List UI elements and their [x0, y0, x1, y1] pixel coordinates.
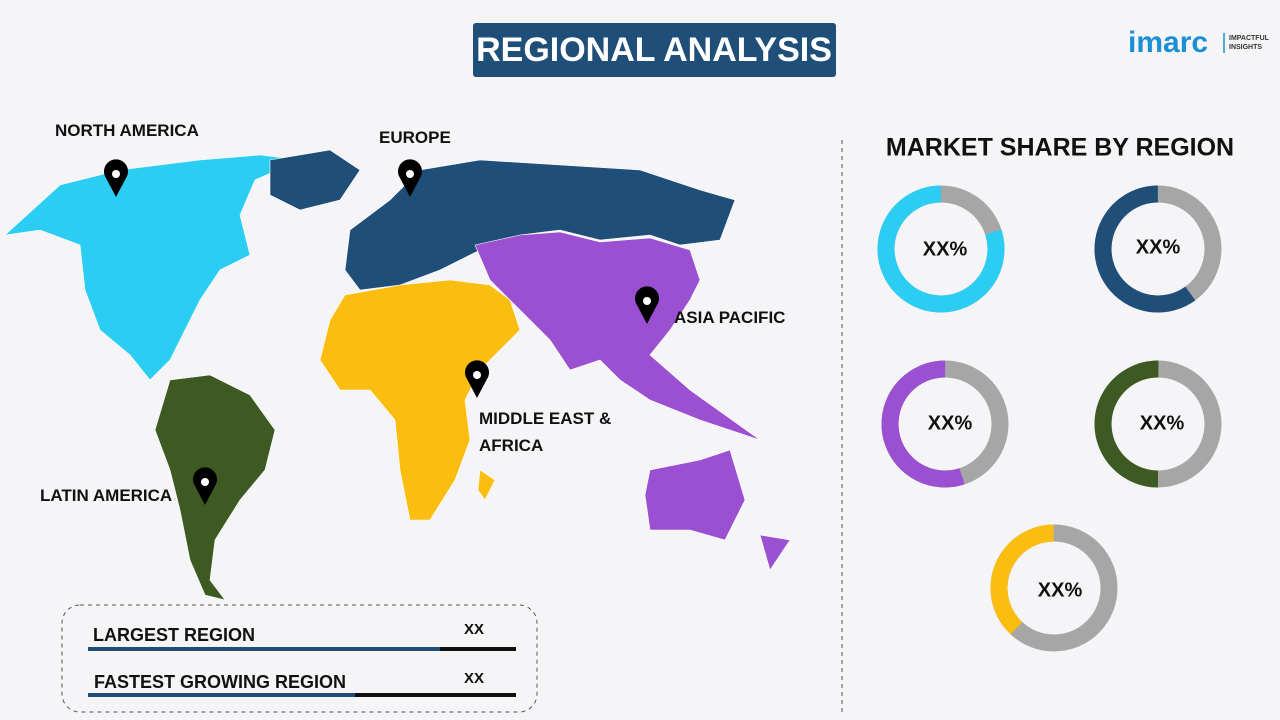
region-label: LATIN AMERICA	[40, 486, 172, 505]
north-america-shape	[4, 154, 302, 381]
asia-pacific-shape	[474, 231, 791, 571]
world-map	[4, 149, 791, 601]
middle-east-africa-shape	[319, 279, 521, 521]
summary-value: XX	[464, 621, 484, 638]
latin-america-shape	[154, 374, 276, 601]
donut-arc	[881, 360, 1009, 488]
pin	[464, 360, 489, 398]
pin	[397, 159, 422, 197]
region-label: NORTH AMERICA	[55, 121, 199, 140]
region-label: EUROPE	[379, 128, 451, 147]
summary-value: XX	[464, 670, 484, 687]
pin	[193, 467, 217, 505]
summary-label: FASTEST GROWING REGION	[94, 672, 346, 692]
donut-label: XX%	[923, 238, 968, 260]
logo-tagline: IMPACTFUL	[1229, 35, 1270, 42]
section-title: MARKET SHARE BY REGION	[886, 134, 1234, 162]
logo: imarc	[1128, 26, 1208, 59]
region-label: ASIA PACIFIC	[674, 308, 785, 327]
donut-label: XX%	[1136, 236, 1181, 258]
map-pins	[104, 159, 659, 505]
summary-label: LARGEST REGION	[93, 625, 255, 645]
donut-arc	[990, 524, 1118, 652]
donut-label: XX%	[928, 412, 973, 434]
donut-label: XX%	[1140, 412, 1185, 434]
donut-arc	[877, 185, 1005, 313]
title-banner	[473, 23, 836, 77]
title: REGIONAL ANALYSIS	[476, 31, 832, 69]
donut-arc	[1094, 360, 1222, 488]
region-label: MIDDLE EAST & AFRICA	[479, 409, 612, 455]
donut-label: XX%	[1038, 579, 1083, 601]
europe-asia-north-shape	[269, 149, 736, 291]
pin	[104, 159, 128, 197]
pin	[634, 286, 659, 324]
logo-tagline: INSIGHTS	[1229, 44, 1262, 51]
summary-box	[61, 604, 538, 713]
